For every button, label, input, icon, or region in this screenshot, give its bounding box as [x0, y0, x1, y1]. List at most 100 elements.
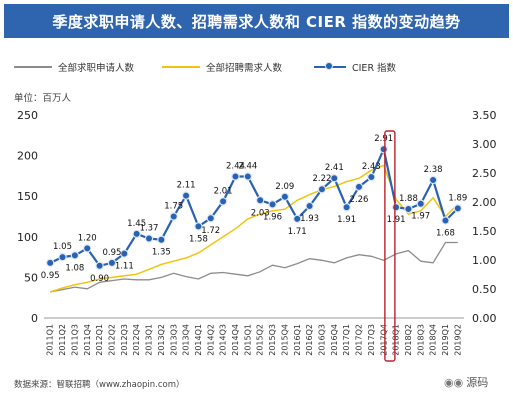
legend-applicants: 全部求职申请人数	[14, 58, 134, 76]
cier-data-label: 2.03	[251, 208, 270, 218]
x-tick-label: 2011Q4	[83, 324, 92, 356]
cier-data-label: 2.44	[226, 161, 245, 171]
x-tick-label: 2015Q1	[243, 324, 252, 356]
watermark: ◉◉ 源码	[444, 374, 488, 390]
cier-data-label: 1.58	[189, 234, 208, 244]
cier-point	[181, 191, 191, 200]
x-tick-label: 2015Q2	[256, 324, 265, 356]
cier-data-label: 2.01	[214, 186, 233, 196]
cier-data-label: 1.11	[115, 262, 134, 272]
cier-point	[354, 182, 364, 192]
source-note: 数据来源：智联招聘（www.zhaopin.com）	[14, 380, 185, 390]
cier-point	[157, 235, 166, 244]
cier-data-label: 0.95	[102, 248, 121, 258]
cier-point	[330, 174, 339, 183]
x-tick-label: 2012Q4	[132, 324, 141, 356]
cier-data-label: 0.90	[90, 274, 109, 284]
x-tick-label: 2017Q3	[367, 324, 376, 356]
cier-point	[144, 234, 154, 243]
cier-point	[268, 200, 277, 209]
x-tick-label: 2014Q2	[206, 324, 215, 356]
cier-data-label: 1.71	[288, 227, 307, 237]
x-tick-label: 2017Q1	[342, 324, 351, 356]
cier-data-label: 1.45	[127, 219, 146, 229]
legend-applicants-swatch	[14, 66, 52, 68]
cier-point	[255, 196, 265, 205]
cier-point	[58, 252, 67, 262]
x-tick-label: 2011Q2	[58, 324, 67, 356]
x-tick-label: 2016Q2	[305, 324, 314, 356]
cier-point	[218, 197, 228, 206]
x-tick-label: 2011Q3	[70, 324, 79, 356]
y-right-tick-label: 3.50	[472, 109, 497, 122]
cier-data-label: 2.41	[325, 163, 344, 173]
y-right-tick-label: 0.50	[472, 283, 497, 296]
y-left-tick-label: 50	[24, 271, 38, 284]
cier-data-label: 1.96	[263, 212, 282, 222]
x-tick-label: 2017Q4	[379, 324, 388, 356]
y-right-tick-label: 1.00	[472, 254, 497, 267]
cier-point	[379, 145, 388, 154]
cier-point	[367, 172, 376, 182]
cier-data-label: 2.43	[362, 162, 381, 172]
cier-data-label: 1.89	[448, 193, 467, 203]
y-left-tick-label: 100	[17, 231, 38, 244]
cier-data-label: 2.22	[312, 174, 331, 184]
cier-data-label: 1.97	[411, 212, 430, 222]
legend: 全部求职申请人数 全部招聘需求人数 CIER 指数	[14, 58, 504, 76]
x-tick-label: 2018Q2	[404, 324, 413, 356]
unit-label: 单位：百万人	[14, 93, 72, 104]
x-tick-label: 2013Q1	[145, 324, 154, 356]
cier-data-label: 1.05	[53, 242, 72, 252]
legend-cier-label: CIER 指数	[352, 63, 397, 74]
y-right-tick-label: 3.00	[472, 138, 497, 151]
legend-demand: 全部招聘需求人数	[162, 58, 282, 76]
y-left-tick-label: 0	[31, 312, 38, 325]
x-tick-label: 2012Q1	[95, 324, 104, 356]
y-right-tick-label: 2.00	[472, 196, 497, 209]
cier-data-label: 0.95	[41, 271, 60, 281]
x-tick-label: 2015Q4	[280, 324, 289, 356]
cier-data-label: 2.91	[374, 134, 393, 144]
cier-point	[416, 199, 425, 208]
cier-point	[441, 216, 450, 225]
chart-title: 季度求职申请人数、招聘需求人数和 CIER 指数的变动趋势	[52, 12, 461, 31]
wechat-icon: ◉◉	[444, 375, 464, 389]
cier-data-label: 1.20	[78, 233, 97, 243]
x-tick-label: 2014Q1	[194, 324, 203, 356]
cier-point	[206, 214, 215, 223]
cier-point	[305, 201, 314, 211]
cier-data-label: 1.37	[140, 224, 159, 234]
cier-data-label: 1.91	[387, 215, 406, 225]
cier-data-label: 1.88	[399, 194, 418, 204]
x-tick-label: 2018Q3	[416, 324, 425, 356]
cier-data-label: 1.75	[164, 202, 183, 212]
x-tick-label: 2016Q3	[318, 324, 327, 356]
x-tick-label: 2011Q1	[46, 324, 55, 356]
y-right-tick-label: 1.50	[472, 225, 497, 238]
series-line-cier	[49, 145, 459, 268]
x-tick-label: 2016Q4	[330, 324, 339, 356]
legend-cier-swatch	[314, 62, 346, 70]
cier-point	[132, 229, 141, 239]
legend-cier: CIER 指数	[314, 58, 396, 76]
legend-demand-swatch	[162, 66, 200, 68]
cier-point	[120, 249, 129, 258]
x-tick-label: 2018Q4	[429, 324, 438, 356]
cier-point	[293, 214, 302, 224]
cier-point	[453, 204, 463, 213]
x-tick-label: 2015Q3	[268, 324, 277, 356]
cier-data-label: 1.91	[337, 215, 356, 225]
x-tick-label: 2019Q2	[453, 324, 462, 356]
legend-applicants-label: 全部求职申请人数	[58, 63, 135, 74]
x-tick-label: 2014Q3	[219, 324, 228, 356]
cier-point	[342, 203, 351, 212]
x-tick-label: 2013Q2	[157, 324, 166, 356]
cier-point	[194, 222, 203, 231]
series-line-demand	[49, 164, 459, 293]
chart-canvas: 0 50 100 150 200 250 0.00 0.50 1.00 1.50 2.00 2.50 3…	[17, 109, 497, 362]
chart-title-bar: 季度求职申请人数、招聘需求人数和 CIER 指数的变动趋势	[4, 4, 509, 38]
cier-point	[83, 244, 92, 253]
x-tick-label: 2013Q3	[169, 324, 178, 356]
cier-data-label: 2.11	[177, 181, 196, 191]
